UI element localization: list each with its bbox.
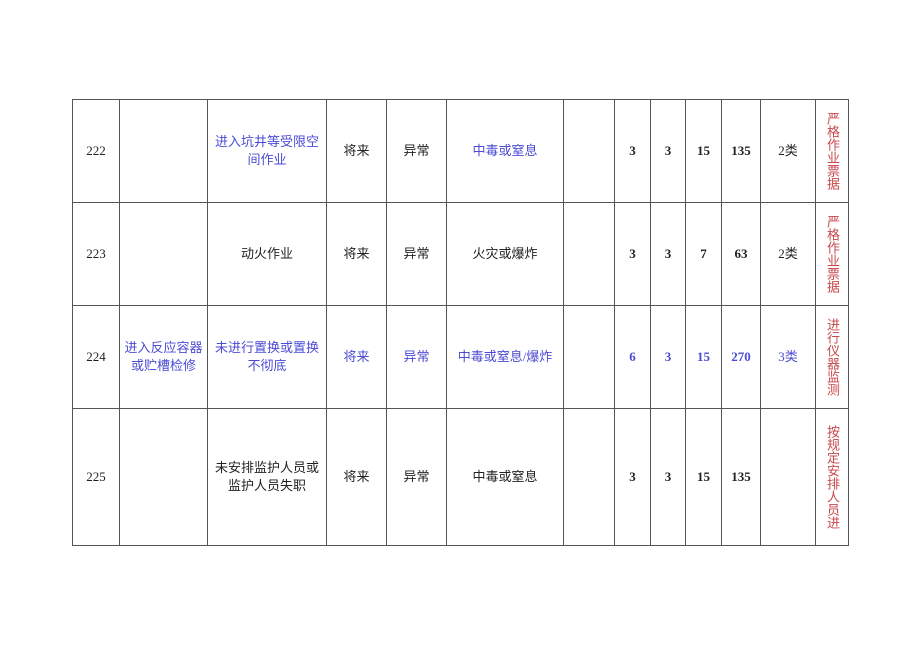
table-row: 224 进入反应容器或贮槽检修 未进行置换或置换不彻底 将来 异常 中毒或窒息/爆炸 6 3 1… [72, 305, 849, 409]
table-cell: 3 [650, 408, 686, 546]
table-cell: 3 [614, 99, 651, 203]
table-cell: 异常 [386, 408, 447, 546]
table-row: 223 动火作业 将来 异常 火灾或爆炸 3 3 7 63 2类 严格作业票据 [72, 202, 849, 306]
table-cell [563, 202, 615, 306]
table-cell [563, 408, 615, 546]
table-cell: 225 [72, 408, 120, 546]
table-row: 222 进入坑井等受限空间作业 将来 异常 中毒或窒息 3 3 15 135 2类 严格作业票据 [72, 99, 849, 203]
table-cell [119, 202, 208, 306]
table-cell: 进入坑井等受限空间作业 [207, 99, 327, 203]
table-cell: 异常 [386, 99, 447, 203]
table-cell: 15 [685, 99, 722, 203]
table-cell: 223 [72, 202, 120, 306]
table-cell: 63 [721, 202, 761, 306]
table-cell: 进行仪器监测 [815, 305, 849, 409]
table-cell: 3 [650, 202, 686, 306]
risk-table: 222 进入坑井等受限空间作业 将来 异常 中毒或窒息 3 3 15 135 2类 严格作业票据 22… [72, 99, 849, 546]
measure-text: 严格作业票据 [825, 112, 840, 190]
table-cell [119, 99, 208, 203]
table-cell: 7 [685, 202, 722, 306]
table-cell: 进入反应容器或贮槽检修 [119, 305, 208, 409]
table-row: 225 未安排监护人员或监护人员失职 将来 异常 中毒或窒息 3 3 15 135 按规定安排人员… [72, 408, 849, 546]
table-cell: 135 [721, 408, 761, 546]
table-cell: 2类 [760, 99, 816, 203]
table-cell: 将来 [326, 202, 387, 306]
table-cell [760, 408, 816, 546]
table-cell: 中毒或窒息 [446, 99, 564, 203]
table-cell: 将来 [326, 305, 387, 409]
measure-text: 按规定安排人员进 [825, 425, 840, 529]
table-cell: 3 [614, 408, 651, 546]
table-cell: 未安排监护人员或监护人员失职 [207, 408, 327, 546]
table-cell: 224 [72, 305, 120, 409]
table-cell: 3类 [760, 305, 816, 409]
table-cell: 按规定安排人员进 [815, 408, 849, 546]
table-cell: 2类 [760, 202, 816, 306]
table-cell: 异常 [386, 202, 447, 306]
table-cell: 严格作业票据 [815, 99, 849, 203]
table-cell: 动火作业 [207, 202, 327, 306]
table-cell: 3 [614, 202, 651, 306]
table-cell: 中毒或窒息/爆炸 [446, 305, 564, 409]
table-cell: 未进行置换或置换不彻底 [207, 305, 327, 409]
table-cell [119, 408, 208, 546]
table-cell: 135 [721, 99, 761, 203]
table-cell [563, 305, 615, 409]
table-cell: 将来 [326, 408, 387, 546]
table-cell: 15 [685, 305, 722, 409]
table-cell: 异常 [386, 305, 447, 409]
table-cell: 222 [72, 99, 120, 203]
table-cell: 将来 [326, 99, 387, 203]
measure-text: 进行仪器监测 [825, 318, 840, 396]
table-cell: 6 [614, 305, 651, 409]
table-cell: 中毒或窒息 [446, 408, 564, 546]
table-cell: 270 [721, 305, 761, 409]
measure-text: 严格作业票据 [825, 215, 840, 293]
table-cell: 严格作业票据 [815, 202, 849, 306]
table-cell: 3 [650, 305, 686, 409]
table-cell: 火灾或爆炸 [446, 202, 564, 306]
table-cell: 15 [685, 408, 722, 546]
table-cell: 3 [650, 99, 686, 203]
table-cell [563, 99, 615, 203]
